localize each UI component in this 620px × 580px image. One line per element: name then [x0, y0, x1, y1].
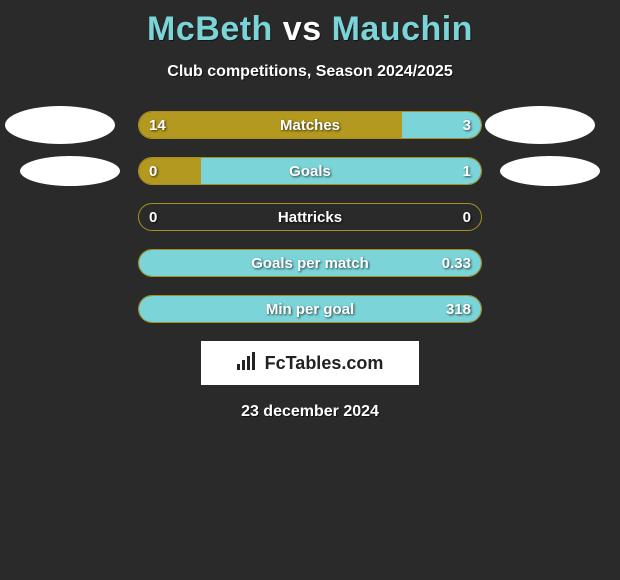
bar-track: 0 Goals 1 — [138, 157, 482, 185]
comparison-chart: 14 Matches 3 0 Goals 1 0 Hattricks 0 — [0, 111, 620, 323]
bar-left-fill — [139, 158, 201, 184]
attribution-text: FcTables.com — [265, 353, 384, 374]
attribution-logo: FcTables.com — [201, 341, 419, 385]
bar-track: Min per goal 318 — [138, 295, 482, 323]
stat-value-right: 0 — [463, 204, 471, 230]
stat-row: 0 Goals 1 — [0, 157, 620, 185]
bar-chart-icon — [237, 352, 259, 375]
bar-right-fill — [201, 158, 481, 184]
bar-left-fill — [139, 112, 402, 138]
bar-track: 0 Hattricks 0 — [138, 203, 482, 231]
player-left-oval-icon — [5, 106, 115, 144]
bar-track: 14 Matches 3 — [138, 111, 482, 139]
stat-row: Min per goal 318 — [0, 295, 620, 323]
bar-right-fill — [139, 250, 481, 276]
title-player-left: McBeth — [147, 10, 273, 48]
player-left-oval-icon — [20, 156, 120, 186]
stat-row: 0 Hattricks 0 — [0, 203, 620, 231]
stat-value-left: 0 — [149, 204, 157, 230]
player-right-oval-icon — [500, 156, 600, 186]
title-vs: vs — [283, 10, 322, 48]
page-title: McBeth vs Mauchin — [0, 0, 620, 49]
player-right-oval-icon — [485, 106, 595, 144]
bar-right-fill — [402, 112, 481, 138]
bar-track: Goals per match 0.33 — [138, 249, 482, 277]
stat-row: Goals per match 0.33 — [0, 249, 620, 277]
stat-label: Hattricks — [139, 204, 481, 230]
stat-row: 14 Matches 3 — [0, 111, 620, 139]
title-player-right: Mauchin — [332, 10, 473, 48]
subtitle: Club competitions, Season 2024/2025 — [0, 63, 620, 81]
date-text: 23 december 2024 — [0, 403, 620, 421]
bar-right-fill — [139, 296, 481, 322]
